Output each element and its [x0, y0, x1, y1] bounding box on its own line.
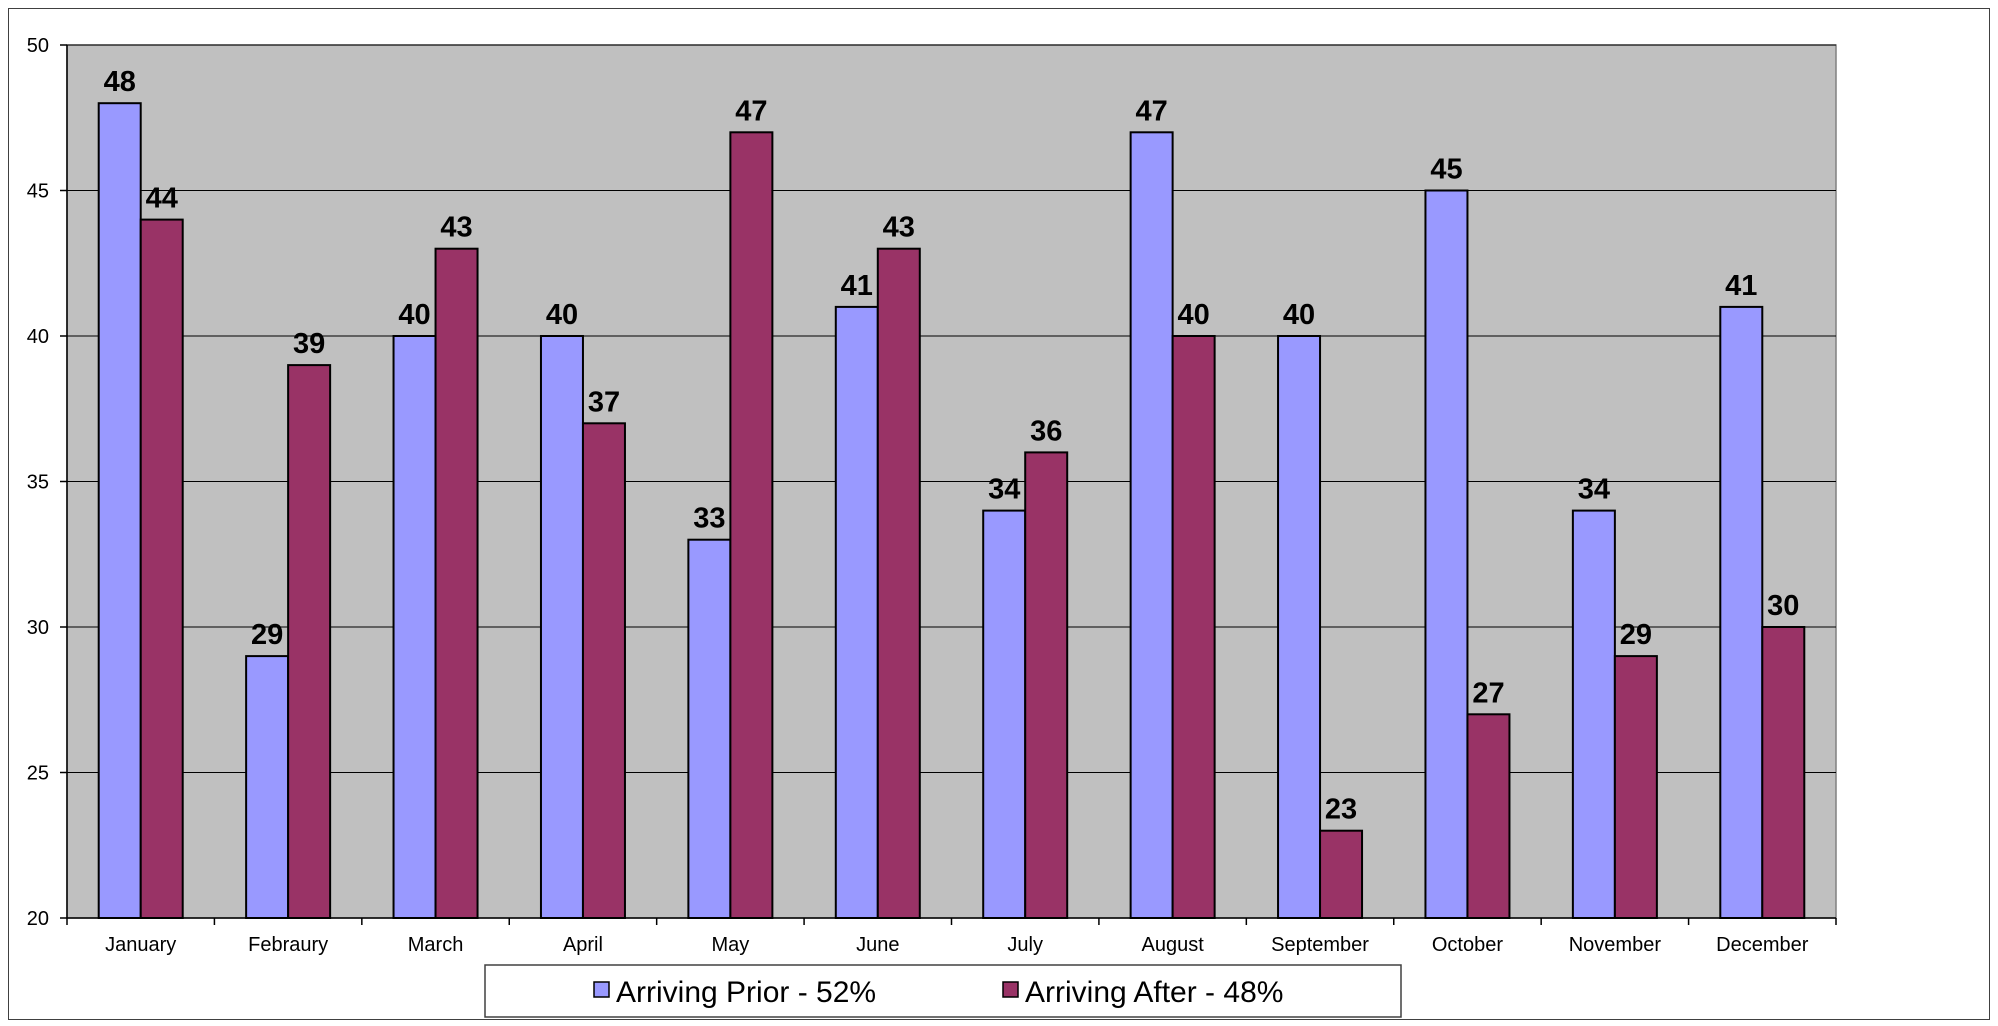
x-tick-label: January [105, 934, 176, 956]
data-label: 45 [1430, 154, 1462, 186]
x-tick-label: June [856, 934, 899, 956]
bar-after-august [1171, 335, 1216, 919]
bar-prior-june [834, 305, 879, 919]
legend-box [484, 964, 1402, 1018]
legend-swatch [1002, 981, 1019, 998]
data-label: 40 [1177, 299, 1209, 331]
bar-prior-november [1571, 509, 1616, 919]
bar-prior-may [687, 538, 732, 919]
y-tick-label: 40 [27, 326, 49, 348]
bars [97, 102, 1806, 920]
x-tick-label: October [1432, 934, 1503, 956]
data-label: 39 [293, 328, 325, 360]
bar-after-january [139, 218, 184, 920]
bar-after-june [876, 247, 921, 919]
x-tick-label: July [1007, 934, 1043, 956]
bar-prior-july [982, 509, 1027, 919]
x-axis-ticks: January Febraury March April May June July Augu… [66, 918, 1837, 956]
data-label: 44 [146, 183, 178, 215]
data-label: 34 [988, 474, 1020, 506]
bar-prior-febraury [245, 655, 290, 919]
bar-prior-october [1424, 189, 1469, 919]
legend-label: Arriving Prior - 52% [616, 976, 876, 1009]
data-label: 43 [883, 212, 915, 244]
y-tick-label: 45 [27, 181, 49, 203]
data-label: 41 [841, 270, 873, 302]
bar-prior-january [97, 102, 142, 919]
y-tick-label: 30 [27, 617, 49, 639]
data-label: 34 [1578, 474, 1610, 506]
bar-after-october [1466, 713, 1511, 919]
y-tick-label: 50 [27, 35, 49, 57]
data-label: 43 [440, 212, 472, 244]
data-label: 47 [1135, 95, 1167, 127]
data-label: 40 [546, 299, 578, 331]
data-label: 27 [1472, 677, 1504, 709]
bar-prior-december [1719, 305, 1764, 919]
x-tick-label: April [563, 934, 603, 956]
data-label: 29 [251, 619, 283, 651]
bar-prior-august [1129, 131, 1174, 920]
data-label: 30 [1767, 590, 1799, 622]
bar-prior-march [392, 335, 437, 919]
data-label: 40 [1283, 299, 1315, 331]
legend-swatch [593, 981, 610, 998]
data-label: 48 [104, 66, 136, 98]
bar-after-september [1319, 829, 1364, 920]
legend-label: Arriving After - 48% [1025, 976, 1283, 1009]
x-tick-label: May [711, 934, 749, 956]
x-tick-label: November [1569, 934, 1662, 956]
legend: Arriving Prior - 52% Arriving After - 48% [484, 964, 1402, 1018]
x-tick-label: Febraury [248, 934, 328, 956]
data-label: 47 [735, 95, 767, 127]
y-tick-label: 20 [27, 908, 49, 930]
bar-prior-april [539, 335, 584, 919]
x-tick-label: December [1716, 934, 1809, 956]
bar-after-november [1613, 655, 1658, 919]
x-tick-label: March [408, 934, 464, 956]
data-label: 36 [1030, 415, 1062, 447]
bar-after-july [1024, 451, 1069, 919]
gridlines [67, 44, 1836, 773]
bar-prior-september [1277, 335, 1322, 919]
y-tick-label: 25 [27, 763, 49, 785]
data-label: 40 [398, 299, 430, 331]
bar-after-march [434, 247, 479, 919]
data-label: 23 [1325, 794, 1357, 826]
x-tick-label: August [1141, 934, 1204, 956]
bar-after-april [581, 422, 626, 919]
data-label: 33 [693, 503, 725, 535]
data-label: 41 [1725, 270, 1757, 302]
bar-after-may [729, 131, 774, 920]
y-axis-ticks: 20 25 30 35 40 45 50 [27, 35, 67, 930]
bar-after-febraury [287, 364, 332, 920]
x-tick-label: September [1271, 934, 1369, 956]
bar-after-december [1761, 626, 1806, 919]
data-label: 37 [588, 386, 620, 418]
data-label: 29 [1620, 619, 1652, 651]
data-labels: 48 29 40 40 33 41 34 47 40 45 34 41 44 39 43 37 47 43 36 40… [104, 66, 1800, 826]
y-tick-label: 35 [27, 472, 49, 494]
